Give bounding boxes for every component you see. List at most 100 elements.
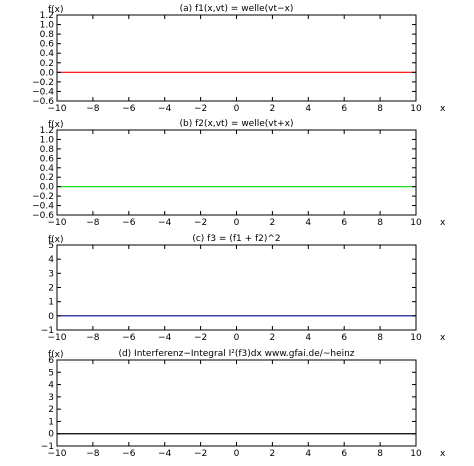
- x-tick-label: 4: [305, 104, 311, 114]
- y-tick-label: 1.0: [40, 21, 55, 31]
- x-tick-label: 10: [410, 104, 422, 114]
- y-axis-label: f(x): [48, 235, 64, 245]
- y-tick-label: 2: [48, 405, 54, 415]
- x-axis-label: x: [440, 104, 446, 114]
- x-tick-label: −8: [86, 218, 100, 228]
- x-tick-label: −6: [122, 449, 136, 459]
- y-tick-label: 1.0: [40, 135, 55, 145]
- x-tick-label: 8: [377, 218, 383, 228]
- y-tick-label: 0: [48, 312, 54, 322]
- x-tick-label: −10: [48, 449, 67, 459]
- x-tick-label: 6: [341, 104, 347, 114]
- chart-title: (c) f3 = (f1 + f2)^2: [192, 234, 280, 244]
- x-axis-label: x: [440, 449, 446, 459]
- x-tick-label: 6: [341, 333, 347, 343]
- y-tick-label: −0.6: [32, 97, 54, 107]
- y-tick-label: 1.2: [40, 126, 54, 136]
- x-tick-label: −10: [48, 333, 67, 343]
- x-tick-label: 0: [234, 333, 240, 343]
- y-tick-label: 0.2: [40, 173, 54, 183]
- x-tick-label: 10: [410, 333, 422, 343]
- x-tick-label: 2: [270, 333, 276, 343]
- x-tick-label: −4: [158, 104, 172, 114]
- x-tick-label: −2: [194, 218, 207, 228]
- y-tick-label: −1: [41, 442, 54, 452]
- x-tick-label: 4: [305, 333, 311, 343]
- y-tick-label: 0.0: [40, 183, 55, 193]
- x-tick-label: 0: [234, 218, 240, 228]
- x-tick-label: 0: [234, 449, 240, 459]
- y-tick-label: 3: [48, 393, 54, 403]
- y-tick-label: 5: [48, 241, 54, 251]
- plot-frame: [56, 244, 417, 331]
- x-tick-label: 6: [341, 218, 347, 228]
- y-tick-label: 3: [48, 269, 54, 279]
- x-axis-label: x: [440, 333, 446, 343]
- y-tick-label: 0.8: [40, 30, 55, 40]
- y-tick-label: 0.4: [40, 164, 55, 174]
- x-tick-label: 8: [377, 449, 383, 459]
- y-tick-label: 1: [48, 298, 54, 308]
- y-tick-label: −0.6: [32, 211, 54, 221]
- y-tick-label: 0.6: [40, 154, 55, 164]
- x-tick-label: −6: [122, 333, 136, 343]
- plot-frame: [56, 14, 417, 102]
- x-tick-label: −8: [86, 104, 100, 114]
- x-tick-label: −2: [194, 104, 207, 114]
- x-tick-label: −4: [158, 218, 172, 228]
- x-tick-label: −6: [122, 104, 136, 114]
- y-tick-label: 0.4: [40, 49, 55, 59]
- y-tick-label: −0.4: [32, 202, 54, 212]
- y-axis-label: f(x): [48, 5, 64, 15]
- y-tick-label: −1: [41, 326, 54, 336]
- x-tick-label: 8: [377, 333, 383, 343]
- x-tick-label: 2: [270, 449, 276, 459]
- y-tick-label: −0.2: [32, 78, 54, 88]
- y-tick-label: 1.2: [40, 11, 54, 21]
- x-tick-label: 6: [341, 449, 347, 459]
- y-tick-label: 1: [48, 417, 54, 427]
- plot-frame: [56, 359, 417, 447]
- x-tick-label: 8: [377, 104, 383, 114]
- chart-title: (d) Interferenz−Integral I²(f3)dx www.gf…: [118, 349, 354, 359]
- y-tick-label: 0.0: [40, 68, 55, 78]
- x-tick-label: −10: [48, 218, 67, 228]
- x-tick-label: 10: [410, 218, 422, 228]
- x-tick-label: 2: [270, 218, 276, 228]
- x-tick-label: 10: [410, 449, 422, 459]
- x-tick-label: −8: [86, 449, 100, 459]
- x-axis-label: x: [440, 218, 446, 228]
- y-tick-label: 0.2: [40, 59, 54, 69]
- chart-title: (b) f2(x,vt) = welle(vt+x): [180, 119, 294, 129]
- x-tick-label: −2: [194, 449, 207, 459]
- chart-panel-2: (b) f2(x,vt) = welle(vt+x)f(x)x−0.6−0.4−…: [32, 119, 446, 228]
- x-tick-label: 2: [270, 104, 276, 114]
- y-tick-label: −0.4: [32, 87, 54, 97]
- y-axis-label: f(x): [48, 350, 64, 360]
- y-tick-label: 0: [48, 430, 54, 440]
- chart-title: (a) f1(x,vt) = welle(vt−x): [180, 4, 294, 14]
- x-tick-label: 4: [305, 218, 311, 228]
- y-tick-label: 0.8: [40, 145, 55, 155]
- y-tick-label: 0.6: [40, 40, 55, 50]
- y-tick-label: 2: [48, 284, 54, 294]
- x-tick-label: −4: [158, 449, 172, 459]
- y-tick-label: 6: [48, 356, 54, 366]
- y-tick-label: 5: [48, 368, 54, 378]
- x-tick-label: −4: [158, 333, 172, 343]
- chart-panel-1: (a) f1(x,vt) = welle(vt−x)f(x)x−0.6−0.4−…: [32, 4, 446, 114]
- plot-frame: [56, 129, 417, 216]
- x-tick-label: −2: [194, 333, 207, 343]
- y-tick-label: 4: [48, 381, 54, 391]
- x-tick-label: 0: [234, 104, 240, 114]
- x-tick-label: −10: [48, 104, 67, 114]
- x-tick-label: 4: [305, 449, 311, 459]
- y-axis-label: f(x): [48, 120, 64, 130]
- y-tick-label: 4: [48, 255, 54, 265]
- chart-panel-4: (d) Interferenz−Integral I²(f3)dx www.gf…: [41, 349, 446, 459]
- x-tick-label: −8: [86, 333, 100, 343]
- y-tick-label: −0.2: [32, 192, 54, 202]
